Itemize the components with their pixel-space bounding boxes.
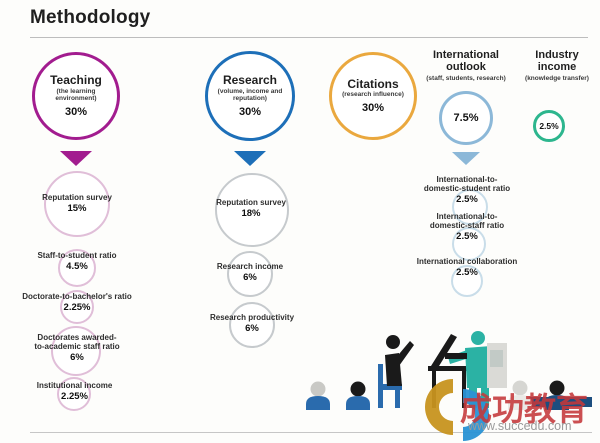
- pillar-circle-research: Research (volume, income and reputation)…: [205, 51, 295, 141]
- sub-item: Doctorate-to-bachelor's ratio 2.25%: [2, 292, 152, 313]
- sub-item: Reputation survey 15%: [17, 193, 137, 214]
- sub-circle: [452, 189, 488, 225]
- sub-label: domestic-student ratio: [423, 184, 511, 194]
- sub-circle: [60, 290, 94, 324]
- pillar-circle-international-outlook: 7.5%: [439, 91, 493, 145]
- sub-label: Institutional income: [36, 381, 113, 390]
- sub-circle: [452, 227, 486, 261]
- person-icon: [346, 381, 370, 410]
- sub-weight: 2.5%: [456, 194, 478, 206]
- sub-circle: [451, 265, 483, 297]
- page-title: Methodology: [30, 7, 151, 28]
- sub-label: International-to-: [436, 175, 498, 184]
- sub-weight: 6%: [245, 323, 259, 335]
- sub-weight: 2.25%: [61, 391, 88, 403]
- pillar-weight: 30%: [238, 106, 262, 119]
- sub-weight: 18%: [241, 208, 261, 220]
- pillar-name: Citations: [347, 76, 399, 91]
- person-icon: [508, 380, 532, 410]
- sub-item: Research income 6%: [190, 262, 310, 283]
- watermark-url: www.succedu.com: [468, 419, 572, 433]
- pillar-description: (research influence): [342, 91, 404, 99]
- pillar-circle-citations: Citations (research influence) 30%: [329, 52, 417, 140]
- pillar-name: International outlook: [432, 49, 499, 73]
- sub-item: Institutional income 2.25%: [7, 381, 142, 402]
- pillar-circle-industry-income: 2.5%: [533, 110, 565, 142]
- pillar-name: Industry income: [535, 49, 579, 73]
- sub-label: International collaboration: [416, 257, 518, 266]
- pillar-weight: 30%: [361, 102, 385, 115]
- pillar-heading-industry-income: Industry income (knowledge transfer): [517, 49, 597, 83]
- pillar-circle-teaching: Teaching (the learning environment) 30%: [32, 52, 120, 140]
- sub-circle: [229, 302, 275, 348]
- sub-circle: [44, 171, 110, 237]
- pillar-name: Research: [222, 72, 278, 87]
- sub-label: Research income: [216, 262, 284, 271]
- pillar-weight: 30%: [64, 106, 88, 119]
- sub-item: International-to- domestic-staff ratio 2…: [407, 212, 527, 242]
- sub-weight: 2.5%: [456, 267, 478, 279]
- student-raising-hand-icon: [378, 335, 414, 408]
- person-icon: [306, 381, 330, 410]
- down-arrow-icon: [60, 151, 92, 166]
- sub-item: Doctorates awarded- to-academic staff ra…: [7, 333, 147, 363]
- down-arrow-icon: [234, 151, 266, 166]
- sub-weight: 4.5%: [66, 261, 88, 273]
- sub-circle: [57, 377, 91, 411]
- divider-top: [30, 37, 588, 38]
- sub-circle: [58, 249, 96, 287]
- sub-item: Staff-to-student ratio 4.5%: [7, 251, 147, 272]
- sub-weight: 6%: [70, 352, 84, 364]
- sub-item: International-to- domestic-student ratio…: [407, 175, 527, 205]
- divider-bottom: [30, 432, 592, 433]
- down-arrow-icon: [452, 152, 480, 165]
- pillar-weight: 2.5%: [539, 121, 559, 131]
- watermark-brand: 成功教育: [460, 391, 589, 427]
- pillar-heading-international-outlook: International outlook (staff, students, …: [411, 49, 521, 83]
- sub-item: Reputation survey 18%: [191, 198, 311, 219]
- sub-label: domestic-staff ratio: [429, 221, 505, 231]
- sub-label: Reputation survey: [216, 198, 286, 207]
- monitor-icon: [431, 334, 457, 366]
- sub-label: Doctorates awarded-: [37, 333, 117, 342]
- pillar-name: Teaching: [50, 72, 102, 87]
- watermark-logo: [425, 379, 489, 441]
- teacher-icon: [445, 331, 507, 408]
- sub-weight: 15%: [67, 203, 87, 215]
- sub-circle: [51, 326, 101, 376]
- sub-label: Reputation survey: [42, 193, 112, 202]
- pillar-description: (the learning environment): [55, 87, 97, 103]
- sub-label: Staff-to-student ratio: [37, 251, 117, 260]
- sub-circle: [227, 251, 273, 297]
- sub-label: to-academic staff ratio: [34, 342, 120, 352]
- person-icon: [545, 380, 569, 410]
- sub-label: Research productivity: [209, 313, 295, 322]
- sub-weight: 2.25%: [63, 302, 91, 314]
- pillar-description: (volume, income and reputation): [217, 87, 283, 103]
- logo-blue-crescent: [463, 389, 489, 441]
- sub-label: Doctorate-to-bachelor's ratio: [22, 292, 132, 301]
- pillar-description: (staff, students, research): [426, 75, 506, 83]
- sub-item: Research productivity 6%: [192, 313, 312, 334]
- sub-item: International collaboration 2.5%: [407, 257, 527, 278]
- sub-circle: [215, 173, 289, 247]
- sub-weight: 2.5%: [456, 231, 478, 243]
- pillar-description: (knowledge transfer): [525, 75, 589, 83]
- pillar-weight: 7.5%: [453, 112, 479, 124]
- logo-gold-crescent: [425, 379, 453, 435]
- sub-weight: 6%: [243, 272, 257, 284]
- sub-label: International-to-: [436, 212, 498, 221]
